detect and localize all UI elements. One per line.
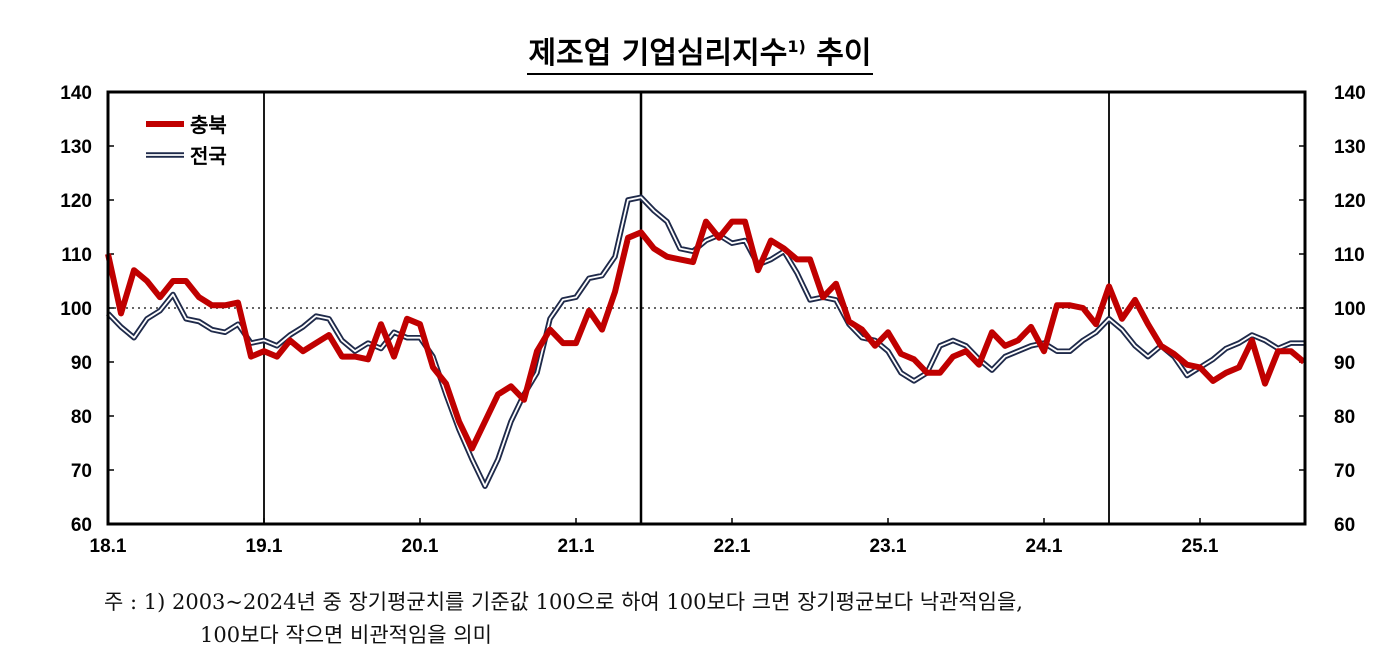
y-tick-label-left: 100 — [60, 299, 92, 320]
y-tick-label-right: 100 — [1334, 299, 1366, 320]
y-tick-label-left: 60 — [71, 515, 92, 536]
y-tick-label-right: 80 — [1334, 407, 1355, 428]
y-tick-label-left: 80 — [71, 407, 92, 428]
y-tick-label-right: 140 — [1334, 83, 1366, 104]
y-tick-label-left: 130 — [60, 137, 92, 158]
y-tick-label-left: 110 — [61, 245, 92, 266]
title-suffix: 추이 — [816, 36, 872, 71]
y-tick-label-left: 90 — [71, 353, 92, 374]
footnote-line-2: 100보다 작으면 비관적임을 의미 — [200, 623, 492, 647]
y-tick-label-left: 120 — [60, 191, 92, 212]
y-tick-label-left: 140 — [60, 83, 92, 104]
x-tick-label: 22.1 — [714, 536, 751, 557]
y-tick-label-right: 110 — [1334, 245, 1365, 266]
x-tick-label: 21.1 — [558, 536, 595, 557]
y-tick-label-right: 120 — [1334, 191, 1366, 212]
series-line-nationwide-inner — [107, 196, 1304, 488]
x-tick-label: 19.1 — [246, 536, 283, 557]
y-tick-label-right: 90 — [1334, 353, 1355, 374]
title-text: 제조업 기업심리지수 — [528, 36, 788, 71]
plot-frame — [106, 90, 1307, 526]
legend-label-chungbuk: 충북 — [190, 113, 227, 137]
title-footnote-mark: 1) — [787, 37, 806, 56]
x-tick-label: 18.1 — [90, 536, 127, 557]
x-tick-label: 24.1 — [1026, 536, 1063, 557]
y-tick-label-right: 60 — [1334, 515, 1355, 536]
x-tick-label: 25.1 — [1182, 536, 1219, 557]
x-tick-label: 23.1 — [870, 536, 907, 557]
series-line-chungbuk — [105, 218, 1306, 452]
x-tick-label: 20.1 — [402, 536, 439, 557]
chart-title: 제조업 기업심리지수1) 추이 — [0, 28, 1400, 75]
y-tick-label-left: 70 — [71, 461, 92, 482]
legend-label-nationwide: 전국 — [190, 144, 227, 168]
y-tick-label-right: 70 — [1334, 461, 1355, 482]
footnote: 주 : 1) 2003~2024년 중 장기평균치를 기준값 100으로 하여 … — [104, 586, 1023, 652]
y-tick-label-right: 130 — [1334, 137, 1366, 158]
footnote-line-1: 주 : 1) 2003~2024년 중 장기평균치를 기준값 100으로 하여 … — [104, 590, 1023, 614]
